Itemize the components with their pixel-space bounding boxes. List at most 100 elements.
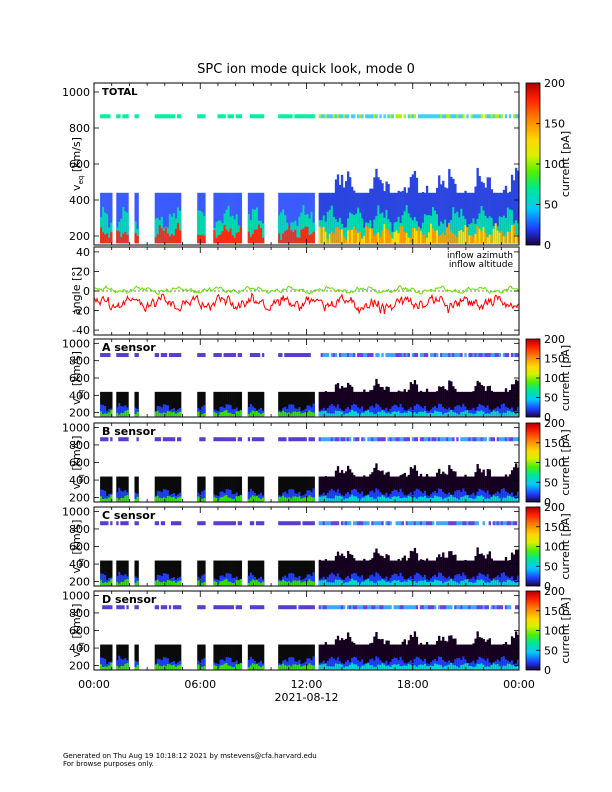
panel-d-label: D sensor	[102, 593, 157, 606]
panel-total-frame	[93, 82, 520, 246]
legend-inflow-altitude: inflow altitude	[449, 260, 514, 270]
panel-d-frame	[93, 590, 520, 671]
panel-c-spectrum	[100, 547, 520, 586]
panel-b-colorbar-label: current [pA]	[559, 429, 572, 495]
panel-a-ytick-label: 1000	[62, 337, 90, 350]
panel-d-ytick-label: 400	[69, 642, 90, 655]
panel-angle-ytick-label: 0	[83, 285, 90, 298]
panel-angle-ytick-label: 20	[76, 265, 90, 278]
panel-c-band-860	[100, 521, 518, 526]
panel-a-frame	[93, 338, 520, 418]
panel-a-spectrum	[100, 378, 520, 417]
panel-d-ytick-label: 200	[69, 660, 90, 673]
chart-title: SPC ion mode quick look, mode 0	[197, 62, 415, 77]
panel-c-colorbar-tick-label: 100	[544, 541, 565, 554]
panel-total: 200 400 600 800 1000 TOTAL veq [km/s] 0 50 100 150…	[62, 77, 572, 252]
panel-d-spectrum	[100, 631, 520, 670]
panel-b-ytick-label: 400	[69, 474, 90, 487]
panel-c-ytick-label: 800	[69, 523, 90, 536]
panel-c-colorbar-tick-label: 50	[544, 560, 558, 573]
panel-total-ytick-label: 600	[69, 158, 90, 171]
x-tick-label: 00:00	[78, 678, 110, 691]
panel-b: 200 400 600 800 1000 B sensor veq [km/s] 0 50 100…	[62, 417, 572, 509]
panel-total-ylabel: veq [km/s]	[70, 137, 85, 191]
panel-angle-frame	[93, 246, 520, 336]
panel-c-colorbar-tick-label: 200	[544, 501, 565, 514]
panel-b-ytick-label: 600	[69, 457, 90, 470]
panel-a-ytick-label: 600	[69, 372, 90, 385]
panel-b-ytick-label: 200	[69, 492, 90, 505]
panel-total-colorbar-tick-label: 200	[544, 77, 565, 90]
panel-c-colorbar-tick-label: 0	[544, 580, 551, 593]
panel-b-colorbar-tick-label: 0	[544, 496, 551, 509]
panel-angle-ytick-label: -40	[72, 324, 90, 337]
panel-b-ytick-label: 1000	[62, 421, 90, 434]
panel-c-ytick-label: 200	[69, 576, 90, 589]
panel-a-label: A sensor	[102, 341, 156, 354]
panel-total-spectrum	[100, 167, 520, 244]
panel-total-ytick-label: 400	[69, 194, 90, 207]
panel-total-label: TOTAL	[102, 87, 138, 98]
panel-d-ytick-label: 800	[69, 607, 90, 620]
panel-c-label: C sensor	[102, 509, 156, 522]
panel-d-colorbar-tick-label: 150	[544, 605, 565, 618]
panel-total-colorbar-label: current [pA]	[559, 131, 572, 197]
panel-d-colorbar-tick-label: 0	[544, 664, 551, 677]
panel-c-colorbar-label: current [pA]	[559, 513, 572, 579]
panel-a-colorbar-tick-label: 150	[544, 353, 565, 366]
panel-a-band-860	[100, 353, 520, 358]
panel-b-colorbar-tick-label: 100	[544, 457, 565, 470]
panel-c-frame	[93, 506, 520, 587]
panel-a-colorbar-tick-label: 0	[544, 411, 551, 424]
panel-b-band-860	[100, 437, 520, 442]
panel-b-label: B sensor	[102, 425, 156, 438]
panel-d-ytick-label: 1000	[62, 589, 90, 602]
panel-a-colorbar-tick-label: 100	[544, 372, 565, 385]
panel-c-ytick-label: 1000	[62, 505, 90, 518]
panel-angle-ytick-label: 40	[76, 246, 90, 259]
panel-total-colorbar-tick-label: 100	[544, 158, 565, 171]
footer: Generated on Thu Aug 19 10:18:12 2021 by…	[63, 752, 317, 768]
series-inflow-azimuth	[93, 292, 520, 315]
panel-a-ytick-label: 200	[69, 407, 90, 420]
panel-d-colorbar-tick-label: 50	[544, 644, 558, 657]
x-axis-date-label: 2021-08-12	[275, 691, 339, 704]
panel-a-colorbar-label: current [pA]	[559, 345, 572, 411]
panel-total-band-860	[100, 114, 520, 119]
panel-a-ylabel: veq [km/s]	[70, 351, 85, 405]
panel-total-ytick-label: 1000	[62, 86, 90, 99]
panel-total-ytick-label: 200	[69, 230, 90, 243]
x-tick-label: 12:00	[291, 678, 323, 691]
panel-d-colorbar-tick-label: 200	[544, 585, 565, 598]
panel-d-colorbar-tick-label: 100	[544, 625, 565, 638]
x-axis: 00:00 06:00 12:00 18:00 00:00 2021-08-12	[78, 678, 535, 704]
panel-b-colorbar-tick-label: 200	[544, 417, 565, 430]
panel-c-ytick-label: 400	[69, 558, 90, 571]
panel-a: 200 400 600 800 1000 A sensor veq [km/s] 0 50 100…	[62, 333, 572, 424]
footer-note: For browse purposes only.	[63, 760, 154, 768]
panel-total-ytick-label: 800	[69, 122, 90, 135]
panel-b-colorbar-tick-label: 150	[544, 437, 565, 450]
panel-angle-ytick-label: -20	[72, 305, 90, 318]
panel-total-colorbar-tick-label: 50	[544, 199, 558, 212]
panel-angle-ylabel: angle [°]	[70, 267, 83, 315]
panel-c-ylabel: veq [km/s]	[70, 520, 85, 574]
panel-c-ytick-label: 600	[69, 541, 90, 554]
panel-d-ytick-label: 600	[69, 625, 90, 638]
panel-a-colorbar-tick-label: 200	[544, 333, 565, 346]
panel-total-colorbar-tick-label: 150	[544, 118, 565, 131]
panel-b-colorbar-tick-label: 50	[544, 476, 558, 489]
panel-c: 200 400 600 800 1000 C sensor veq [km/s] 0 50 100…	[62, 501, 572, 593]
x-tick-label: 18:00	[397, 678, 429, 691]
panel-d-ylabel: veq [km/s]	[70, 604, 85, 658]
panel-b-ylabel: veq [km/s]	[70, 436, 85, 490]
x-tick-label: 00:00	[503, 678, 535, 691]
panel-a-colorbar-tick-label: 50	[544, 392, 558, 405]
panel-b-spectrum	[100, 463, 520, 502]
panel-b-ytick-label: 800	[69, 439, 90, 452]
panel-a-ytick-label: 400	[69, 389, 90, 402]
x-tick-label: 06:00	[184, 678, 216, 691]
